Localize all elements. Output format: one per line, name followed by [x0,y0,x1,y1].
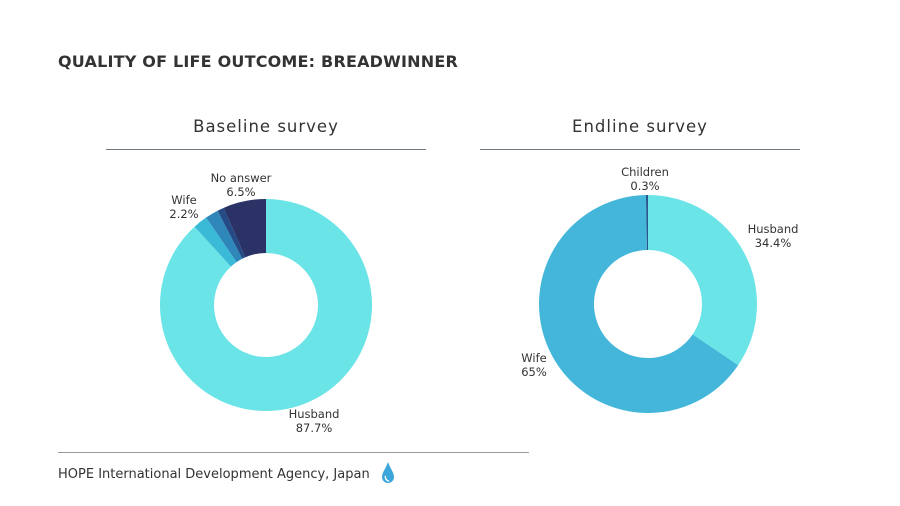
baseline-value-wife: 2.2% [169,207,198,221]
endline-value-husband: 34.4% [755,236,792,250]
baseline-slice-other-2 [206,210,243,263]
baseline-label-husband: Husband [289,407,340,421]
endline-survey-heading: Endline survey [572,117,708,136]
baseline-slice-husband [159,199,372,412]
baseline-slice-wife [194,217,237,267]
baseline-label-wife: Wife [171,193,196,207]
endline-value-wife: 65% [521,365,547,379]
endline-label-husband: Husband [748,222,799,236]
baseline-value-husband: 87.7% [296,421,333,435]
chart-title: QUALITY OF LIFE OUTCOME: BREADWINNER [58,52,458,71]
endline-label-wife: Wife [521,351,546,365]
water-drop-icon [382,462,394,483]
baseline-slice-no-answer [223,199,266,258]
baseline-label-no-answer: No answer [211,171,272,185]
footer-rule [58,452,529,453]
endline-slice-wife [539,195,739,414]
organization-name: HOPE International Development Agency, J… [58,467,370,482]
endline-label-children: Children [621,165,669,179]
baseline-survey-heading: Baseline survey [193,117,339,136]
endline-heading-rule [480,149,800,150]
endline-slice-husband [648,195,758,366]
baseline-heading-rule [106,149,426,150]
endline-value-children: 0.3% [630,179,659,193]
baseline-slice-other-3 [217,207,246,259]
endline-slice-children [645,195,648,251]
baseline-value-no-answer: 6.5% [226,185,255,199]
